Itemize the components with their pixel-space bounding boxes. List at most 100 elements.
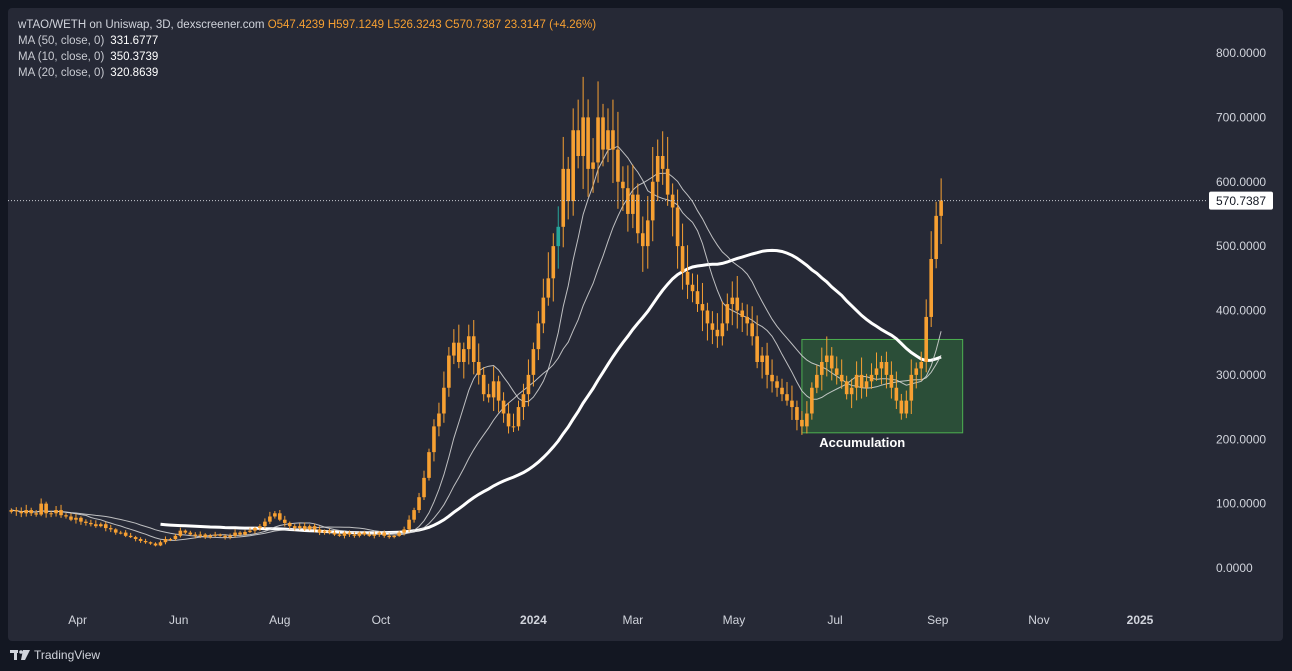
candle[interactable] — [700, 282, 705, 332]
candle[interactable] — [621, 166, 625, 211]
candle[interactable] — [834, 356, 839, 385]
candle[interactable] — [690, 273, 695, 303]
candle[interactable] — [521, 383, 526, 420]
candle[interactable] — [581, 76, 585, 189]
candle[interactable] — [133, 535, 138, 542]
candle[interactable] — [168, 537, 173, 542]
candle[interactable] — [278, 509, 282, 522]
candle[interactable] — [103, 521, 108, 532]
candle[interactable] — [601, 103, 605, 167]
candle[interactable] — [128, 532, 133, 539]
candle[interactable] — [382, 530, 387, 538]
candle[interactable] — [417, 492, 421, 513]
candle[interactable] — [387, 533, 392, 539]
candle[interactable] — [715, 313, 720, 348]
candle[interactable] — [29, 507, 34, 517]
candle[interactable] — [74, 513, 78, 524]
candle[interactable] — [248, 527, 252, 534]
candle[interactable] — [302, 522, 307, 531]
candle[interactable] — [849, 378, 854, 409]
tradingview-footer[interactable]: TradingView — [10, 646, 100, 664]
candle[interactable] — [805, 401, 809, 434]
indicator-row-ma10[interactable]: MA (10, close, 0) 350.3739 — [18, 49, 596, 65]
candle[interactable] — [123, 530, 128, 538]
candle[interactable] — [352, 531, 357, 538]
candle[interactable] — [606, 108, 610, 163]
candle[interactable] — [14, 507, 19, 516]
candle[interactable] — [292, 524, 297, 531]
candle[interactable] — [263, 518, 267, 529]
ma-line-20[interactable] — [11, 172, 942, 539]
candle[interactable] — [471, 320, 476, 375]
candle[interactable] — [213, 531, 217, 538]
candle[interactable] — [506, 402, 511, 434]
candle[interactable] — [203, 533, 208, 539]
candle[interactable] — [650, 146, 655, 242]
candle[interactable] — [740, 302, 745, 333]
candle[interactable] — [839, 359, 844, 389]
candle[interactable] — [735, 275, 740, 329]
candle[interactable] — [233, 529, 237, 538]
candle[interactable] — [815, 365, 819, 394]
candle[interactable] — [307, 524, 312, 531]
candle[interactable] — [397, 530, 401, 537]
candle[interactable] — [909, 359, 914, 415]
candle[interactable] — [904, 390, 909, 419]
candle[interactable] — [188, 530, 193, 536]
candle[interactable] — [526, 359, 531, 407]
candle[interactable] — [153, 542, 158, 547]
candle[interactable] — [457, 324, 461, 369]
candle[interactable] — [282, 515, 287, 527]
indicator-row-ma20[interactable]: MA (20, close, 0) 320.8639 — [18, 65, 596, 81]
candle[interactable] — [173, 533, 178, 541]
candle[interactable] — [770, 359, 774, 393]
candle[interactable] — [655, 139, 660, 202]
candle[interactable] — [19, 507, 24, 518]
candle[interactable] — [253, 526, 257, 534]
candle[interactable] — [730, 281, 735, 326]
candle[interactable] — [392, 534, 396, 539]
accumulation-zone[interactable] — [801, 338, 964, 434]
candle[interactable] — [561, 136, 566, 248]
candle[interactable] — [745, 304, 750, 336]
candle[interactable] — [854, 361, 859, 401]
candle[interactable] — [49, 510, 53, 518]
candle[interactable] — [551, 233, 556, 302]
candle[interactable] — [760, 347, 764, 379]
candle[interactable] — [929, 231, 933, 327]
candle[interactable] — [496, 375, 501, 413]
candle[interactable] — [586, 99, 590, 197]
candle[interactable] — [889, 361, 894, 399]
candle[interactable] — [790, 385, 794, 420]
candle[interactable] — [108, 524, 113, 533]
candle[interactable] — [243, 529, 247, 536]
candle[interactable] — [402, 526, 406, 536]
candle[interactable] — [198, 531, 203, 539]
candle[interactable] — [342, 531, 347, 539]
candle[interactable] — [879, 355, 884, 385]
candle[interactable] — [208, 533, 213, 539]
candle[interactable] — [780, 378, 784, 402]
candle[interactable] — [357, 531, 362, 538]
candle[interactable] — [645, 196, 650, 269]
indicator-row-ma50[interactable]: MA (50, close, 0) 331.6777 — [18, 33, 596, 49]
candle[interactable] — [750, 306, 754, 346]
candle[interactable] — [894, 371, 899, 409]
candle[interactable] — [675, 189, 680, 269]
candle[interactable] — [84, 519, 88, 526]
candle[interactable] — [899, 393, 904, 420]
candle[interactable] — [442, 371, 446, 423]
candle[interactable] — [720, 301, 725, 346]
candle[interactable] — [710, 311, 715, 345]
candle[interactable] — [596, 81, 600, 183]
candle[interactable] — [461, 342, 466, 379]
candle[interactable] — [347, 530, 352, 537]
candle[interactable] — [362, 530, 367, 536]
candle[interactable] — [665, 136, 670, 206]
candle[interactable] — [432, 419, 436, 462]
candle[interactable] — [785, 382, 789, 406]
candle[interactable] — [755, 315, 759, 369]
candle[interactable] — [566, 156, 571, 220]
candle[interactable] — [466, 324, 471, 365]
candle[interactable] — [332, 530, 337, 536]
